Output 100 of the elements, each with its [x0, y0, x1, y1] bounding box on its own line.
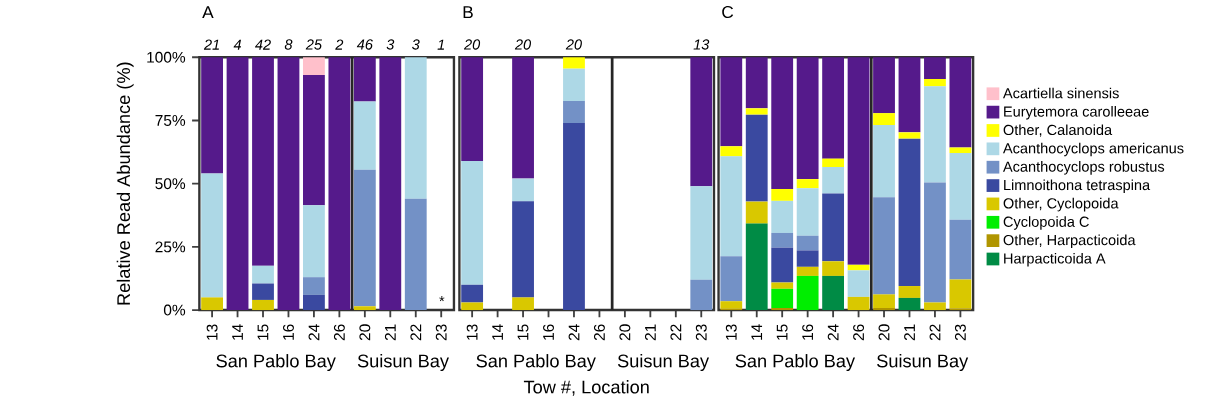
- bar: [303, 74, 325, 206]
- bar: [873, 124, 895, 198]
- chart-title: C: [722, 5, 734, 19]
- chart-title: A: [202, 6, 214, 19]
- bar: [201, 173, 223, 298]
- legend-label: Other, Calanoida: [1003, 124, 1113, 137]
- bar: [822, 166, 845, 194]
- legend-label: Other, Harpacticoida: [1003, 234, 1136, 249]
- bar: [563, 57, 585, 69]
- legend-label: Other, Cyclopoida: [1003, 197, 1119, 212]
- bar: [512, 297, 534, 310]
- bar: [771, 232, 794, 248]
- bar: [252, 57, 274, 266]
- text: San Pablo Bay: [735, 353, 856, 371]
- bar: [924, 302, 946, 310]
- bar: [898, 57, 921, 133]
- x-tick-label: 20: [359, 324, 371, 341]
- x-tick-label: 13: [206, 324, 218, 340]
- bar: [796, 179, 819, 189]
- x-tick-label: 15: [776, 324, 788, 340]
- y-tick-label: 0%: [163, 304, 186, 316]
- bar: [404, 57, 427, 199]
- text: San Pablo Bay: [216, 353, 336, 371]
- bar: [873, 307, 895, 310]
- bar: [353, 306, 376, 310]
- annotation: 25: [305, 39, 323, 50]
- text: 1: [437, 39, 445, 50]
- bar: [949, 57, 972, 148]
- bar: [512, 178, 534, 202]
- bar: [277, 57, 300, 310]
- x-tick-label: 13: [725, 324, 737, 340]
- x-tick-label: 23: [435, 324, 447, 341]
- y-tick-label: 75%: [155, 114, 186, 126]
- bar: [822, 57, 845, 159]
- y-tick-label: 25%: [155, 241, 186, 253]
- x-tick-label: 16: [283, 324, 294, 340]
- bar: [690, 57, 713, 187]
- bar: [796, 57, 819, 180]
- bar: [771, 282, 794, 289]
- x-tick-label: 15: [257, 324, 269, 340]
- x-tick-label: 21: [904, 324, 915, 341]
- bar: [873, 197, 895, 295]
- annotation: 4: [233, 39, 242, 50]
- legend-label: Acanthocyclops americanus: [1002, 142, 1184, 157]
- x-tick-label: 22: [929, 324, 941, 341]
- annotation: 21: [203, 39, 219, 50]
- legend-label: Limnoithona tetraspina: [1004, 179, 1151, 193]
- bar: [201, 297, 223, 310]
- x-tick-label: 16: [543, 324, 554, 340]
- annotation: 3: [412, 39, 420, 50]
- bar: [949, 219, 972, 280]
- bar: [847, 296, 870, 310]
- bar: [745, 114, 768, 202]
- bar: [873, 113, 895, 125]
- bar: [461, 57, 484, 161]
- bar: [745, 223, 768, 310]
- bar: [873, 57, 895, 114]
- x-tick-label: 16: [802, 324, 814, 340]
- x-tick-label: 24: [568, 324, 580, 341]
- bar: [720, 256, 743, 302]
- bar: [949, 153, 972, 220]
- bar: [201, 57, 223, 174]
- bar: [924, 57, 946, 79]
- bar: [720, 301, 743, 309]
- x-tick-label: 14: [751, 324, 763, 340]
- bar: [461, 160, 484, 285]
- bar: [404, 198, 427, 310]
- bar: [796, 188, 819, 236]
- bar: [847, 57, 870, 265]
- bar: [771, 188, 794, 201]
- x-tick-label: 23: [695, 324, 707, 341]
- bar: [563, 68, 585, 101]
- x-tick-label: 15: [517, 324, 529, 340]
- annotation: 20: [514, 39, 532, 50]
- x-tick-label: 13: [466, 324, 478, 340]
- bar: [847, 270, 870, 297]
- bar: [303, 277, 325, 295]
- x-tick-label: 14: [232, 324, 243, 340]
- bar: [822, 193, 845, 262]
- bar: [252, 299, 274, 310]
- bar: [898, 138, 921, 286]
- bar: [353, 57, 376, 102]
- bar: [873, 294, 895, 308]
- x-tick-label: 20: [878, 324, 890, 341]
- annotation: 8: [284, 39, 293, 50]
- annotation: 2: [335, 39, 344, 50]
- bar: [771, 57, 794, 189]
- chart-title: B: [463, 6, 473, 19]
- bar: [461, 302, 484, 310]
- bar: [924, 86, 946, 183]
- x-tick-label: 24: [308, 324, 320, 341]
- annotation: 20: [463, 39, 481, 50]
- bar: [898, 132, 921, 139]
- bar: [252, 265, 274, 284]
- bar: [745, 108, 768, 115]
- bar: [949, 279, 972, 309]
- bar: [771, 288, 794, 308]
- bar: [461, 284, 484, 303]
- bar: [563, 122, 585, 310]
- bar: [353, 101, 376, 170]
